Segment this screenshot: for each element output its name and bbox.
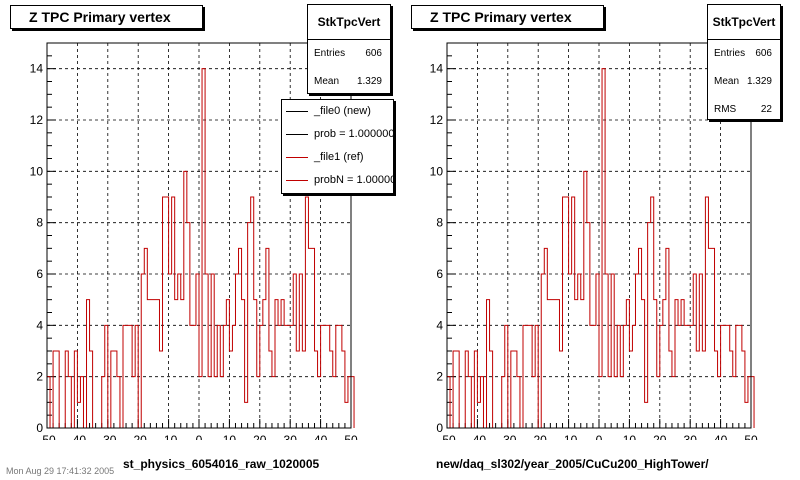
y-tick-label: 2 — [436, 370, 443, 384]
x-tick-label: 30 — [684, 433, 698, 440]
x-tick-label: 20 — [653, 433, 667, 440]
chart-title-left: Z TPC Primary vertex — [10, 5, 203, 29]
stats-title: StkTpcVert — [308, 5, 390, 40]
x-tick-label: -30 — [99, 433, 117, 440]
stats-title: StkTpcVert — [708, 5, 780, 40]
legend-left: _file0 (new) prob = 1.000000 _file1 (ref… — [281, 99, 394, 194]
legend-swatch — [286, 111, 308, 112]
y-tick-label: 14 — [30, 62, 44, 76]
legend-label: probN = 1.000000 — [314, 174, 394, 186]
x-tick-label: -30 — [499, 433, 517, 440]
y-tick-label: 0 — [436, 421, 443, 435]
y-tick-label: 4 — [436, 318, 443, 332]
stats-mean-value: 1.329 — [356, 76, 382, 87]
y-tick-label: 8 — [436, 216, 443, 230]
x-tick-label: -40 — [469, 433, 487, 440]
legend-item: _file0 (new) — [282, 100, 393, 123]
legend-swatch — [286, 180, 308, 181]
legend-item: probN = 1.000000 — [282, 169, 393, 192]
legend-swatch — [286, 134, 308, 135]
footer-timestamp: Mon Aug 29 17:41:32 2005 — [6, 466, 115, 476]
stats-entries: Entries 606 — [308, 40, 390, 68]
stats-box-right: StkTpcVert Entries 606 Mean 1.329 RMS 22 — [707, 4, 781, 120]
x-tick-label: -50 — [38, 433, 56, 440]
x-tick-label: 50 — [344, 433, 358, 440]
x-tick-label: 0 — [196, 433, 203, 440]
histogram-left: -50 -40 -30 -20 -10 0 10 20 30 40 50 0 2 4 6 8 10 12 14 — [30, 42, 358, 440]
x-tick-label: 50 — [744, 433, 758, 440]
y-tick-label: 0 — [36, 421, 43, 435]
x-tick-label: -40 — [69, 433, 87, 440]
y-tick-label: 8 — [36, 216, 43, 230]
y-tick-label: 10 — [430, 164, 444, 178]
x-axis-title-left: st_physics_6054016_raw_1020005 — [123, 457, 320, 471]
x-tick-label: -10 — [560, 433, 578, 440]
stats-entries-value: 606 — [365, 48, 382, 59]
y-tick-label: 6 — [436, 267, 443, 281]
plot-frame — [446, 42, 752, 429]
stats-entries-value: 606 — [755, 48, 772, 59]
x-tick-label: 30 — [284, 433, 298, 440]
stats-mean-value: 1.329 — [746, 76, 772, 87]
x-tick-label: -50 — [438, 433, 456, 440]
y-tick-label: 12 — [30, 113, 44, 127]
legend-item: prob = 1.000000 — [282, 123, 393, 146]
stats-mean-label: Mean — [714, 76, 740, 87]
y-tick-label: 4 — [36, 318, 43, 332]
stats-rms-label: RMS — [714, 104, 737, 115]
legend-swatch — [286, 157, 308, 158]
x-tick-label: 40 — [314, 433, 328, 440]
x-tick-label: 0 — [596, 433, 603, 440]
chart-title-right: Z TPC Primary vertex — [411, 5, 604, 29]
stats-entries: Entries 606 — [708, 40, 780, 68]
y-tick-label: 6 — [36, 267, 43, 281]
y-tick-label: 12 — [430, 113, 444, 127]
x-tick-label: 40 — [714, 433, 728, 440]
stats-mean: Mean 1.329 — [708, 68, 780, 96]
y-tick-label: 14 — [430, 62, 444, 76]
stats-mean-label: Mean — [314, 76, 340, 87]
stats-entries-label: Entries — [714, 48, 746, 59]
stats-entries-label: Entries — [314, 48, 346, 59]
stats-mean: Mean 1.329 — [308, 68, 390, 96]
x-tick-label: 10 — [223, 433, 237, 440]
stats-rms: RMS 22 — [708, 96, 780, 124]
x-tick-label: -20 — [130, 433, 148, 440]
legend-label: _file0 (new) — [314, 105, 371, 117]
x-tick-label: -10 — [160, 433, 178, 440]
y-tick-label: 10 — [30, 164, 44, 178]
legend-label: prob = 1.000000 — [314, 128, 394, 140]
stats-box-left: StkTpcVert Entries 606 Mean 1.329 — [307, 4, 391, 94]
x-tick-label: 20 — [253, 433, 267, 440]
plot-frame — [46, 42, 352, 429]
x-tick-label: 10 — [623, 433, 637, 440]
y-tick-label: 2 — [36, 370, 43, 384]
legend-item: _file1 (ref) — [282, 146, 393, 169]
legend-label: _file1 (ref) — [314, 151, 364, 163]
x-axis-title-right: new/daq_sl302/year_2005/CuCu200_HighTowe… — [436, 457, 709, 471]
x-tick-label: -20 — [530, 433, 548, 440]
stats-rms-value: 22 — [760, 104, 772, 115]
histogram-right: -50 -40 -30 -20 -10 0 10 20 30 40 50 0 2 4 6 8 10 12 14 — [430, 42, 758, 440]
